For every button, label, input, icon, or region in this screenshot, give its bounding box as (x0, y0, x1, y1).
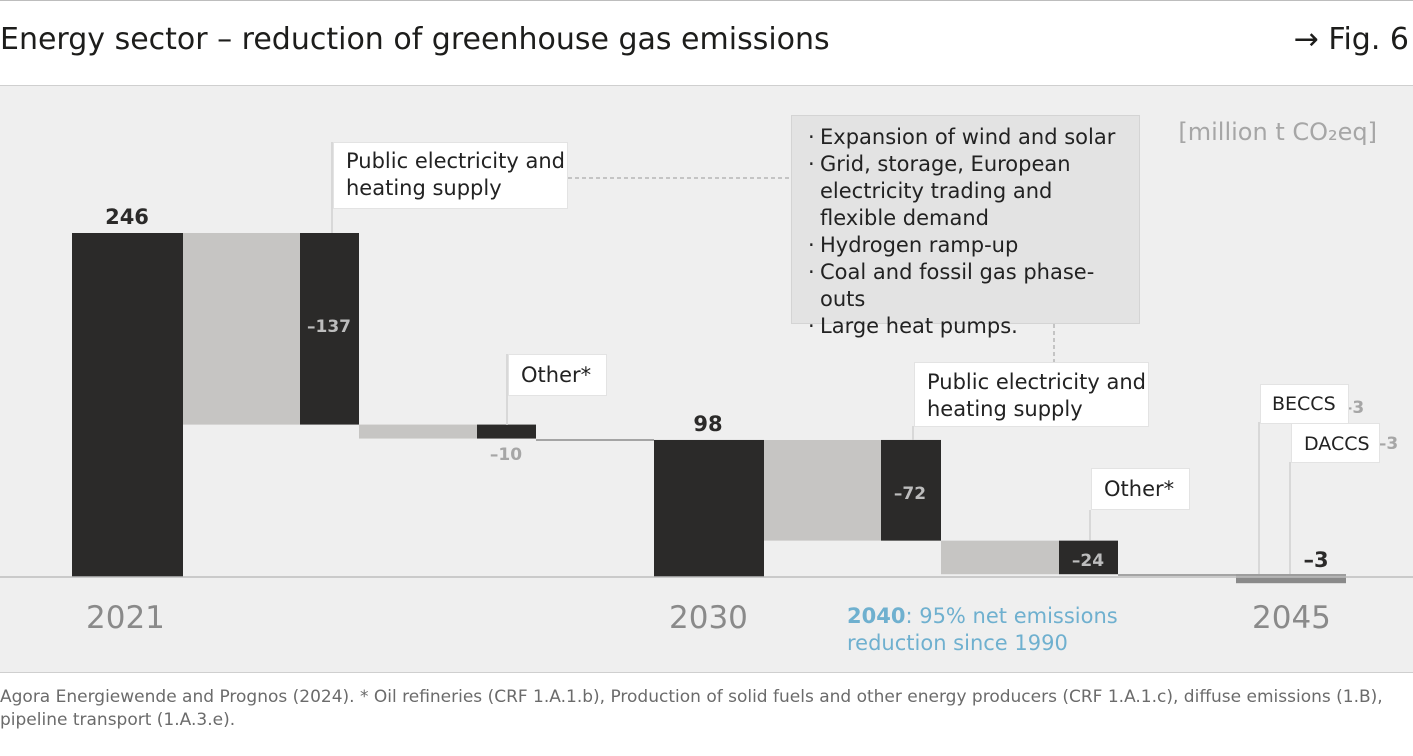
connector-band-public-other-2030 (941, 540, 1059, 575)
callout-line: heating supply (346, 176, 502, 200)
callout-line: heating supply (927, 397, 1083, 421)
label-public-2021-value: –137 (307, 317, 351, 337)
year-label-2045: 2045 (1252, 600, 1331, 636)
label-2021-value: 246 (105, 205, 149, 229)
page-title: Energy sector – reduction of greenhouse … (0, 22, 830, 57)
note-2040-text: : 95% net emissions (905, 604, 1118, 628)
waterfall-chart: 246 –137 –10 98 –72 –24 –3 –3 –3 (0, 142, 1413, 584)
year-label-2030: 2030 (669, 600, 748, 636)
bar-2030 (654, 439, 764, 577)
callout-beccs: BECCS (1260, 384, 1349, 424)
figure-reference: → Fig. 6 (1293, 22, 1409, 57)
measure-item: Grid, storage, European electricity trad… (808, 151, 1129, 232)
measure-item: Hydrogen ramp-up (808, 232, 1129, 259)
callout-public-electricity-2030: Public electricity and heating supply (914, 362, 1149, 427)
note-2040-year: 2040 (847, 604, 906, 628)
bar-beccs-daccs-2045 (1236, 574, 1346, 577)
bar-public-electricity-2030 (881, 439, 941, 541)
label-public-2030-value: –72 (894, 484, 926, 504)
bar-public-electricity-2021 (300, 233, 359, 425)
label-2045-value: –3 (1303, 548, 1328, 572)
connector-band-public-other-2021 (359, 424, 477, 439)
callout-public-electricity-2021: Public electricity and heating supply (333, 142, 568, 209)
callout-other-2030: Other* (1091, 468, 1190, 510)
label-daccs-value: –3 (1378, 434, 1398, 454)
year-label-2021: 2021 (86, 600, 165, 636)
bar-2021 (72, 233, 183, 577)
top-rule (0, 0, 1413, 1)
callout-line: BECCS (1272, 393, 1336, 415)
connector-band-2021-public (183, 233, 300, 425)
callout-line: Other* (1104, 477, 1175, 501)
note-2040-line2: reduction since 1990 (847, 631, 1068, 655)
label-2030-value: 98 (693, 412, 722, 436)
label-other-2021-value: –10 (490, 445, 522, 465)
measure-item: Large heat pumps. (808, 313, 1129, 340)
bar-other-2030 (1059, 540, 1118, 575)
bar-2045 (1236, 577, 1346, 584)
label-other-2030-value: –24 (1072, 551, 1104, 571)
measure-item: Expansion of wind and solar (808, 124, 1129, 151)
callout-line: Public electricity and (927, 370, 1146, 394)
measures-list: Expansion of wind and solar Grid, storag… (808, 124, 1129, 340)
connector-band-2030-public (764, 439, 881, 541)
bar-other-2021 (477, 424, 536, 439)
callout-line: DACCS (1304, 433, 1370, 455)
callout-other-2021: Other* (508, 354, 607, 396)
callout-line: Other* (521, 363, 592, 387)
note-2040-line1: 2040: 95% net emissions (847, 603, 1118, 630)
callout-line: Public electricity and (346, 149, 565, 173)
source-note: Agora Energiewende and Prognos (2024). *… (0, 687, 1383, 730)
unit-label: [million t CO₂eq] (1178, 118, 1377, 146)
callout-daccs: DACCS (1291, 423, 1380, 463)
measures-box: Expansion of wind and solar Grid, storag… (791, 115, 1140, 340)
note-2040: 2040: 95% net emissions reduction since … (847, 603, 1118, 657)
measure-item: Coal and fossil gas phase-outs (808, 259, 1129, 313)
